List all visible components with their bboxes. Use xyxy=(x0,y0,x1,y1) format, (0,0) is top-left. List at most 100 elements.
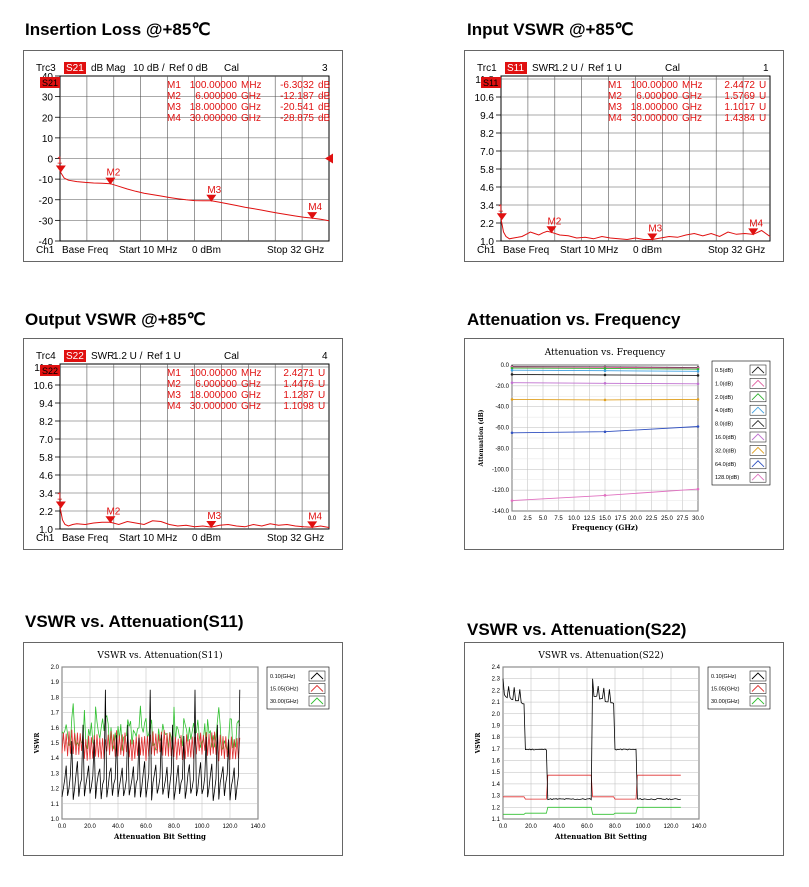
legend-swatch xyxy=(751,366,765,374)
y-tick-label: 2.2 xyxy=(480,219,494,230)
marker-value: 1.4476 xyxy=(283,379,314,390)
legend-swatch-box xyxy=(308,695,326,707)
y-tick-label: 1.7 xyxy=(51,711,60,717)
trace-number: 1 xyxy=(763,63,769,74)
marker-name: M2 xyxy=(167,91,181,102)
legend-swatch-box xyxy=(749,404,767,416)
marker-label: M3 xyxy=(207,185,221,196)
ref-label: Ref 0 dB xyxy=(169,63,208,74)
x-axis-label: Attenuation Bit Setting xyxy=(113,832,206,841)
marker-label: M3 xyxy=(207,511,221,522)
y-tick-label: 1.4 xyxy=(492,782,501,788)
marker-freq-unit: MHz xyxy=(241,368,262,379)
y-tick-label: 1.8 xyxy=(51,695,60,701)
marker-triangle xyxy=(105,516,116,524)
marker-freq: 6.000000 xyxy=(195,379,237,390)
param-label: S22 xyxy=(66,351,84,362)
y-tick-label: 2.3 xyxy=(492,677,501,683)
marker-value-unit: U xyxy=(318,401,325,412)
legend-swatch-box xyxy=(749,695,767,707)
marker-value-unit: U xyxy=(759,91,766,102)
legend-swatch-box xyxy=(749,431,767,443)
legend-swatch xyxy=(751,433,765,441)
marker-freq-unit: GHz xyxy=(682,91,702,102)
y-tick-label: 1.6 xyxy=(51,726,60,732)
marker-triangle xyxy=(546,226,557,234)
legend-swatch xyxy=(751,419,765,427)
legend-swatch-box xyxy=(308,683,326,694)
marker-freq: 30.000000 xyxy=(190,113,238,124)
legend-swatch xyxy=(751,379,765,387)
trace-line xyxy=(500,219,771,241)
x-tick-label: 40.0 xyxy=(553,824,565,830)
legend-swatch xyxy=(751,460,765,468)
marker-freq-unit: GHz xyxy=(241,102,261,113)
marker-value: 2.4271 xyxy=(283,368,314,379)
y-tick-label: 9.4 xyxy=(480,111,494,122)
scale-label: 10 dB / xyxy=(133,63,165,74)
y-tick-label: 3.4 xyxy=(480,201,494,212)
y-tick-label: 2.2 xyxy=(492,688,501,694)
marker-name: M4 xyxy=(167,401,181,412)
x-tick-label: 22.5 xyxy=(646,516,658,522)
scale-label: 1.2 U / xyxy=(113,351,143,362)
y-tick-label: -120.0 xyxy=(492,488,510,494)
trace-tag-label: S21 xyxy=(42,78,58,88)
legend-label: 30.00(GHz) xyxy=(270,699,299,705)
y-tick-label: 1.3 xyxy=(492,794,501,800)
series-point xyxy=(510,366,514,370)
marker-freq-unit: GHz xyxy=(241,390,261,401)
marker-value: -6.3032 xyxy=(280,80,314,91)
legend-label: 8.0(dB) xyxy=(715,422,733,428)
y-tick-label: 7.0 xyxy=(480,147,494,158)
series-point xyxy=(696,425,700,428)
param-label: S11 xyxy=(507,63,524,74)
series-point xyxy=(603,430,607,434)
trace-line xyxy=(59,507,330,528)
y-tick-label: 1.1 xyxy=(51,802,60,808)
legend-swatch-box xyxy=(749,364,767,376)
legend-swatch xyxy=(310,684,324,692)
y-tick-label: 2.2 xyxy=(39,507,53,518)
marker-value-unit: dB xyxy=(318,80,331,91)
y-tick-label: -30 xyxy=(39,216,54,227)
series-point xyxy=(603,369,607,373)
trace-number: 3 xyxy=(322,63,328,74)
vswr-s11-panel: VSWR vs. Attenuation(S11) 0.0 20.0 40.0 60.0… xyxy=(23,642,343,856)
marker-freq: 18.000000 xyxy=(631,102,679,113)
chart-title: VSWR vs. Attenuation(S22) xyxy=(537,650,663,661)
title-insertion-loss: Insertion Loss @+85℃ xyxy=(25,20,211,39)
y-tick-label: -140.0 xyxy=(492,509,510,515)
trace-tag xyxy=(40,77,60,88)
vswr-s22-chart: VSWR vs. Attenuation(S22) 0.0 20.0 40.0 60.0… xyxy=(475,650,771,841)
marker-value: 1.4384 xyxy=(724,113,755,124)
legend-label: 15.05(GHz) xyxy=(711,687,740,693)
x-tick-label: 40.0 xyxy=(112,824,124,830)
trace-tag xyxy=(40,365,60,376)
y-tick-label: 9.4 xyxy=(39,399,53,410)
y-tick-label: 1.2 xyxy=(51,787,60,793)
x-tick-label: 140.0 xyxy=(691,824,707,830)
marker-triangle xyxy=(105,177,116,185)
y-tick-label: 1.7 xyxy=(492,747,501,753)
legend-swatch-box xyxy=(749,471,767,483)
footer-base: Base Freq xyxy=(503,245,549,256)
marker-triangle xyxy=(307,212,318,220)
footer-channel: Ch1 xyxy=(477,245,496,256)
y-tick-label: -20 xyxy=(39,196,54,207)
series-point xyxy=(603,494,607,497)
attenuation-chart: Attenuation vs. Frequency 0.0 2.5 5.0 7.5 10.… xyxy=(478,348,771,532)
x-tick-label: 30.0 xyxy=(692,516,704,522)
y-tick-label: 10.6 xyxy=(475,93,495,104)
format-label: SWR xyxy=(91,351,114,362)
y-tick-label: 0 xyxy=(47,155,53,166)
series-point xyxy=(510,499,514,502)
param-box xyxy=(64,350,86,362)
legend-swatch xyxy=(310,697,324,705)
legend-label: 32.0(dB) xyxy=(715,448,736,454)
legend-swatch xyxy=(751,672,765,680)
series-line xyxy=(502,678,681,801)
